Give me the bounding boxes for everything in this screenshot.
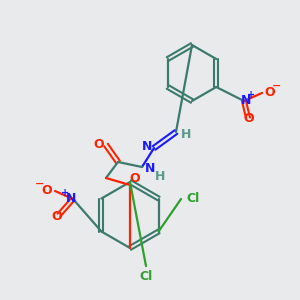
Text: H: H <box>181 128 191 140</box>
Text: O: O <box>94 137 104 151</box>
Text: Cl: Cl <box>186 193 200 206</box>
Text: Cl: Cl <box>140 269 153 283</box>
Text: H: H <box>155 169 165 182</box>
Text: N: N <box>66 193 76 206</box>
Text: N: N <box>241 94 251 107</box>
Text: N: N <box>142 140 152 154</box>
Text: O: O <box>130 172 140 184</box>
Text: O: O <box>52 209 62 223</box>
Text: O: O <box>244 112 254 125</box>
Text: O: O <box>265 85 275 98</box>
Text: +: + <box>247 90 255 100</box>
Text: N: N <box>145 161 155 175</box>
Text: −: − <box>35 179 45 189</box>
Text: −: − <box>272 81 282 91</box>
Text: O: O <box>42 184 52 196</box>
Text: +: + <box>61 188 69 198</box>
